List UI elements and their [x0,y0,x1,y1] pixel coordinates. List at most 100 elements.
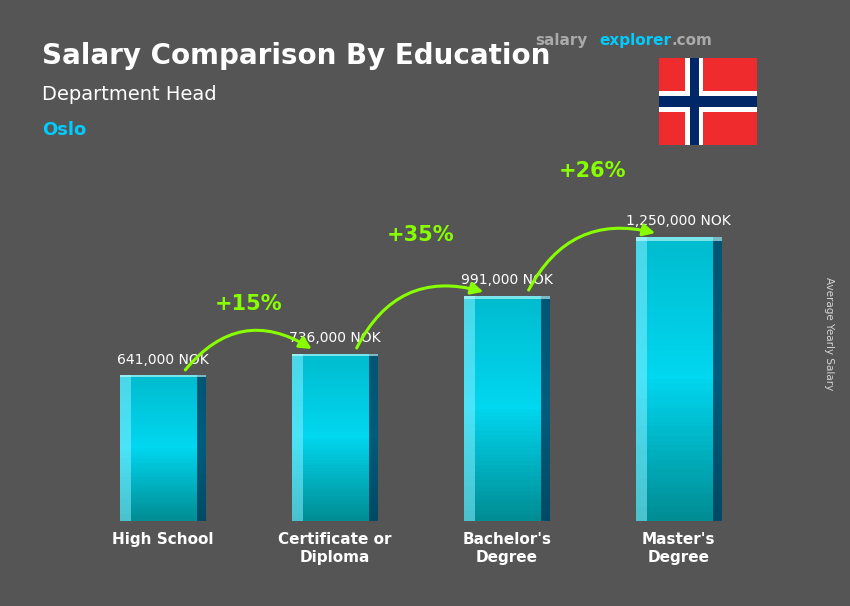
Bar [292,488,377,490]
Bar [636,484,722,488]
Bar [636,445,722,450]
Bar [636,322,722,327]
Bar [292,401,377,404]
Text: Department Head: Department Head [42,85,217,104]
Bar [120,419,206,422]
Bar [120,492,206,494]
Bar [120,511,206,514]
Bar [464,427,550,431]
Bar [120,494,206,497]
Text: 641,000 NOK: 641,000 NOK [117,353,209,367]
Bar [636,455,722,459]
Bar [636,479,722,484]
Bar [120,412,206,415]
Bar [464,446,550,450]
Bar [292,443,377,446]
Bar [464,502,550,506]
Bar [120,446,206,448]
Bar [292,518,377,521]
Bar [464,360,550,364]
Bar [636,384,722,388]
Bar [636,417,722,422]
Bar [636,398,722,403]
Bar [464,484,550,487]
Bar [464,296,475,521]
Bar [120,395,206,398]
Bar [464,379,550,382]
Bar [120,415,206,417]
Bar [120,482,206,485]
Bar [120,461,206,463]
Bar [636,242,722,247]
Bar [120,448,206,451]
Bar [464,465,550,468]
Bar [464,514,550,518]
Bar [464,296,550,299]
Bar [636,251,722,256]
Bar [120,402,206,405]
Bar [464,439,550,442]
Bar [120,499,206,502]
Bar [636,256,722,261]
Bar [292,379,377,382]
Text: +26%: +26% [559,161,626,181]
Bar [292,476,377,479]
Bar [636,464,722,469]
Bar [120,393,206,395]
Bar [292,429,377,432]
Bar [636,488,722,493]
Bar [636,351,722,356]
Bar [292,468,377,471]
Bar [120,519,206,521]
Text: .com: .com [672,33,712,48]
Bar [292,424,377,427]
Bar [464,326,550,330]
Text: explorer: explorer [599,33,672,48]
Bar [292,354,303,521]
Bar [464,304,550,307]
Bar [464,386,550,390]
Bar [120,465,206,468]
Bar [464,450,550,454]
Bar [464,375,550,379]
Bar [292,390,377,393]
Bar [464,352,550,356]
Bar [636,294,722,299]
Bar [292,396,377,399]
Bar [636,516,722,521]
Bar [292,362,377,365]
Bar [292,474,377,476]
Bar [292,441,377,443]
Bar [292,357,377,359]
Bar [120,468,206,470]
Bar [636,299,722,304]
Bar [636,346,722,351]
Bar [636,237,722,241]
Bar [120,453,206,456]
Bar [120,407,206,410]
Bar [464,408,550,412]
Bar [292,373,377,376]
Bar [292,354,377,357]
Bar [292,399,377,401]
Bar [464,382,550,386]
Bar [120,456,206,458]
Bar [636,427,722,431]
Text: salary: salary [536,33,588,48]
Bar [636,412,722,417]
Bar [464,371,550,375]
Bar [292,493,377,496]
Bar [464,345,550,348]
Bar [464,398,550,401]
Bar [292,376,377,379]
Bar [636,507,722,511]
Bar [636,284,722,289]
Bar [636,341,722,346]
Bar [197,376,206,521]
Bar [369,354,377,521]
Bar [292,413,377,415]
Bar [636,247,722,251]
Bar [292,418,377,421]
Bar [120,429,206,431]
Bar [292,454,377,457]
